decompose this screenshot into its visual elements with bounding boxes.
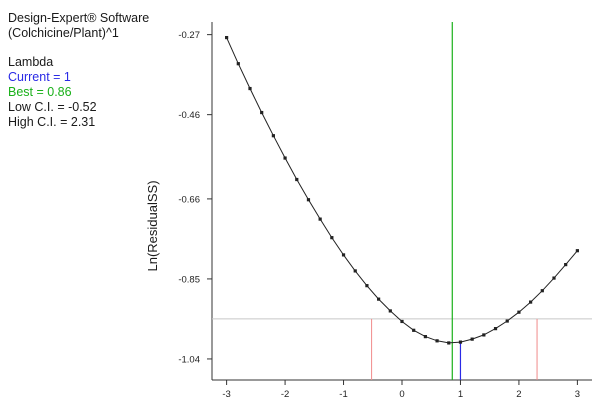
data-point: [236, 62, 240, 66]
data-point: [365, 284, 369, 288]
y-tick-label: -0.46: [178, 110, 200, 121]
y-tick-label: -0.85: [178, 274, 200, 285]
data-point: [248, 86, 252, 91]
data-point: [482, 333, 486, 337]
data-point: [529, 300, 533, 304]
data-point: [564, 262, 568, 267]
data-point: [540, 289, 544, 293]
data-point: [318, 217, 322, 221]
data-point: [470, 337, 474, 341]
data-point: [575, 249, 579, 253]
data-point: [341, 253, 346, 257]
data-point: [458, 340, 463, 344]
current-lambda: Current = 1: [8, 70, 71, 84]
x-tick-label: 3: [575, 389, 580, 399]
y-axis-label: Ln(ResidualSS): [145, 180, 160, 271]
response-transform: (Colchicine/Plant)^1: [8, 26, 119, 40]
info-panel: Design-Expert® Software (Colchicine/Plan…: [8, 11, 149, 130]
x-tick-label: 1: [458, 389, 463, 399]
data-point: [260, 110, 264, 115]
data-point: [353, 269, 357, 273]
best-lambda: Best = 0.86: [8, 85, 72, 99]
residual-ss-curve: [226, 37, 578, 344]
data-point: [271, 134, 275, 138]
data-point: [400, 319, 404, 324]
data-point: [552, 276, 556, 280]
data-point: [505, 319, 509, 323]
data-point: [225, 35, 229, 40]
data-point: [423, 335, 427, 339]
x-tick-label: -2: [281, 389, 289, 399]
y-tick-label: -0.27: [178, 30, 200, 41]
lambda-heading: Lambda: [8, 55, 54, 69]
data-point: [295, 177, 299, 182]
x-tick-label: -1: [339, 389, 347, 399]
x-tick-label: -3: [222, 389, 230, 399]
x-tick-label: 2: [516, 389, 521, 399]
y-tick-label: -1.04: [178, 354, 200, 365]
data-point: [283, 156, 287, 160]
data-point: [388, 309, 392, 313]
y-tick-label: -0.66: [178, 194, 200, 205]
data-point: [435, 339, 439, 343]
data-point: [412, 328, 416, 332]
high-ci: High C.I. = 2.31: [8, 115, 96, 129]
software-name: Design-Expert® Software: [8, 11, 150, 25]
data-point: [330, 236, 334, 240]
data-point: [306, 198, 311, 202]
low-ci: Low C.I. = -0.52: [8, 100, 97, 114]
data-point: [377, 297, 381, 301]
data-point: [447, 341, 451, 345]
data-point: [493, 327, 498, 331]
x-tick-label: 0: [399, 389, 404, 399]
data-point: [517, 310, 521, 314]
plot-area: -0.27 -0.46 -0.66 -0.85 -1.04 -3 -2 -1 0 1 2 3: [178, 22, 592, 399]
